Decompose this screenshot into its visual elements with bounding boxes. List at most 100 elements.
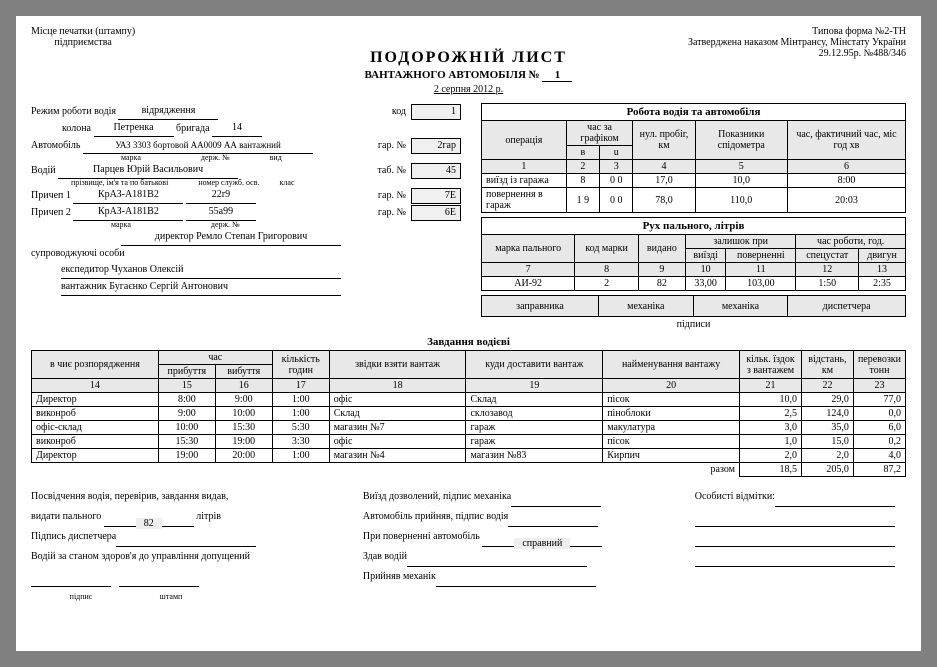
driver-label: Водій [31,163,56,179]
f1-l2b: літрів [196,511,221,522]
task-cell: 0,2 [853,435,905,449]
fuel-cell: АИ-92 [482,277,575,291]
wt-h-spd: Показники спідометра [695,121,787,160]
task-cell: 15,0 [801,435,853,449]
driver-sub3: клас [280,179,295,187]
gar-label: гар. № [378,138,406,154]
fuel-cell: 82 [638,277,685,291]
work-cell: повернення в гараж [482,188,567,213]
form-type: Типова форма №2-ТН [688,26,906,37]
driver-value: Парцев Юрій Васильович [58,162,238,179]
task-cell: виконроб [32,407,159,421]
f3-l1: Особисті відмітки: [695,491,775,502]
doc-date: 2 серпня 2012 р. [31,84,906,95]
task-cell: 3:30 [272,435,329,449]
ft-h-zal: залишок при [686,235,796,249]
loader: вантажник Бугаєнко Сергій Антонович [61,279,341,296]
driver-sub2: номер служб. осв. [198,179,259,187]
trailer-sub1: марка [111,221,131,229]
work-cell: виїзд із гаража [482,174,567,188]
task-cell: магазин №7 [329,421,466,435]
expeditor: експедитор Чуханов Олексій [61,262,341,279]
total-label: разом [32,463,740,477]
fuel-cell: 103,00 [726,277,796,291]
mode-value: відрядження [118,103,218,120]
footer-col-1: Посвідчення водія, перевірив, завдання в… [31,487,333,607]
ft-h-vid: видано [638,235,685,263]
task-cell: макулатура [603,421,740,435]
signature-table: заправникамеханікамеханікадиспетчера [481,295,906,317]
footer-col-2: Виїзд дозволений, підпис механіка Автомо… [363,487,665,607]
ft-col: 13 [859,263,906,277]
total-0: 18,5 [740,463,802,477]
tab-box: 45 [411,163,461,179]
subtitle-prefix: ВАНТАЖНОГО АВТОМОБІЛЯ № [365,69,540,81]
work-cell: 20:03 [787,188,905,213]
wt-col: 2 [566,160,599,174]
driver-sub1: прізвище, ім'я та по батькові [71,179,168,187]
t-h2: час [158,351,272,365]
task-cell: 10:00 [215,407,272,421]
tasks-title: Завдання водієві [31,336,906,348]
trailer2-no: 55а99 [186,204,256,221]
t-col: 20 [603,379,740,393]
fuel-table: марка пального код марки видано залишок … [481,234,906,291]
ft-sub-dv: двигун [859,249,906,263]
trailer1-label: Причеп 1 [31,188,71,204]
wt-sub-u: u [600,146,633,160]
f1-l5: підпис [31,587,131,607]
work-cell: 0 0 [600,174,633,188]
work-row: повернення в гараж1 90 078,0110,020:03 [482,188,906,213]
auto-sub3: вид [270,154,282,162]
ft-h-kod: код марки [575,235,638,263]
task-cell: 4,0 [853,449,905,463]
ft-col: 12 [796,263,859,277]
task-cell: Кирпич [603,449,740,463]
t-col: 14 [32,379,159,393]
t-h1: в чиє розпорядження [32,351,159,379]
t-col: 19 [466,379,603,393]
task-cell: 3,0 [740,421,802,435]
trailer1-no: 22r9 [186,187,256,204]
wt-col: 4 [633,160,695,174]
t-col: 22 [801,379,853,393]
ft-sub-pov: поверненні [726,249,796,263]
f1-l2a: видати пального [31,511,101,522]
work-cell: 110,0 [695,188,787,213]
f2-l5: Прийняв механік [363,571,436,582]
stamp-place-2: підприємства [31,37,135,48]
doc-number: 1 [542,69,572,82]
auto-sub1: марка [121,154,141,162]
task-cell: магазин №83 [466,449,603,463]
sig-cell: механіка [693,296,788,317]
gar2-label: гар. № [378,205,406,221]
task-cell: офіс [329,435,466,449]
t-h3: кількість годин [272,351,329,379]
ft-col: 7 [482,263,575,277]
total-2: 87,2 [853,463,905,477]
fuel-cell: 1:50 [796,277,859,291]
trailer2-model: КрАЗ-А181В2 [73,204,183,221]
brygada-label: бригада [176,121,210,137]
task-cell: 19:00 [158,449,215,463]
f1-l1: Посвідчення водія, перевірив, завдання в… [31,487,333,507]
f1-l3: Підпись диспетчера [31,531,116,542]
t-col: 18 [329,379,466,393]
wt-col: 6 [787,160,905,174]
task-cell: виконроб [32,435,159,449]
tasks-table: в чиє розпорядження час кількість годин … [31,350,906,477]
f2-l1: Виїзд дозволений, підпис механіка [363,491,511,502]
fuel-cell: 33,00 [686,277,726,291]
task-cell: 29,0 [801,393,853,407]
work-cell: 8:00 [787,174,905,188]
wt-col: 5 [695,160,787,174]
t-col: 16 [215,379,272,393]
trailer-sub2: держ. № [211,221,240,229]
task-cell: магазин №4 [329,449,466,463]
fuel-cell: 2:35 [859,277,906,291]
tab-label: таб. № [377,163,406,179]
f2-l2: Автомобіль прийняв, підпис водія [363,511,508,522]
auto-value: УАЗ 3303 бортовой АА0009 АА вантажний [83,137,313,154]
f1-l5b: штамп [131,587,211,607]
task-row: виконроб9:0010:001:00Складсклозаводпіноб… [32,407,906,421]
